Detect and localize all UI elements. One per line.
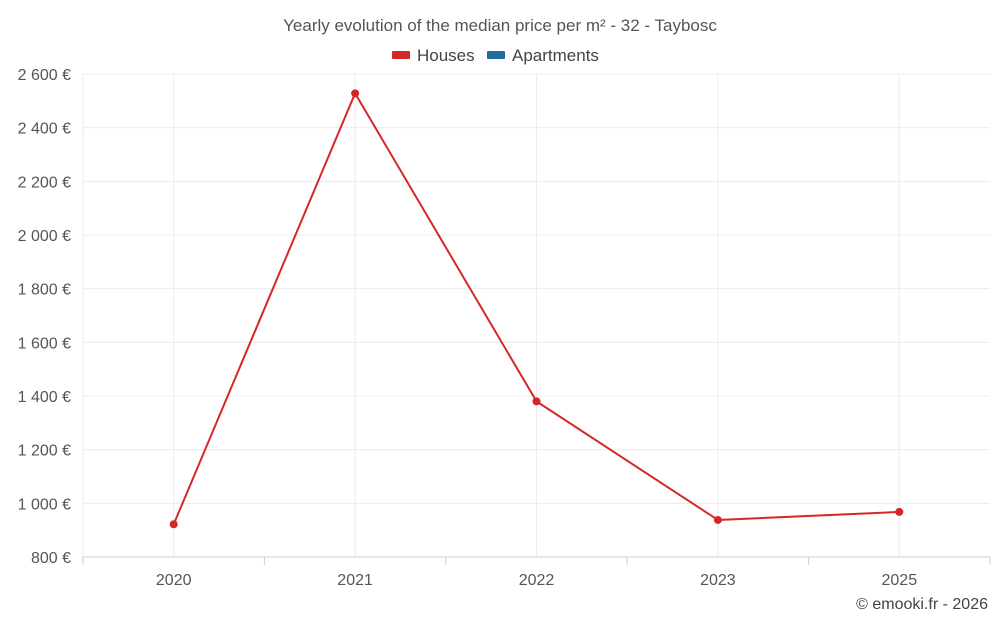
y-tick-label: 1 000 € [18, 496, 71, 513]
y-tick-label: 1 200 € [18, 443, 71, 460]
legend-swatch-apartments [487, 51, 505, 59]
y-tick-label: 1 400 € [18, 389, 71, 406]
data-point-houses-2022[interactable] [532, 397, 541, 406]
legend-item-apartments[interactable]: Apartments [487, 46, 599, 65]
y-tick-label: 800 € [31, 550, 71, 567]
chart-title: Yearly evolution of the median price per… [283, 16, 717, 35]
legend-label-apartments: Apartments [512, 46, 599, 65]
x-tick-label: 2021 [337, 572, 373, 589]
legend-label-houses: Houses [417, 46, 475, 65]
y-tick-label: 2 600 € [18, 67, 71, 84]
legend-swatch-houses [392, 51, 410, 59]
data-point-houses-2021[interactable] [351, 89, 360, 98]
x-tick-label: 2025 [882, 572, 918, 589]
credit-text: © emooki.fr - 2026 [856, 596, 988, 613]
y-tick-label: 2 000 € [18, 228, 71, 245]
y-tick-label: 2 200 € [18, 174, 71, 191]
data-point-houses-2025[interactable] [895, 507, 904, 516]
gridlines [82, 73, 990, 557]
x-tick-label: 2020 [156, 572, 192, 589]
y-tick-label: 1 800 € [18, 282, 71, 299]
y-tick-label: 1 600 € [18, 335, 71, 352]
axes: 800 € 1 000 € 1 200 € 1 400 € 1 600 € 1 800 €… [18, 67, 991, 589]
legend-item-houses[interactable]: Houses [392, 46, 475, 65]
x-tick-label: 2022 [519, 572, 555, 589]
y-tick-label: 2 400 € [18, 121, 71, 138]
x-tick-label: 2023 [700, 572, 736, 589]
data-point-houses-2020[interactable] [169, 520, 178, 529]
data-point-houses-2023[interactable] [713, 515, 722, 524]
series-houses [169, 89, 904, 529]
legend: Houses Apartments [392, 46, 599, 65]
